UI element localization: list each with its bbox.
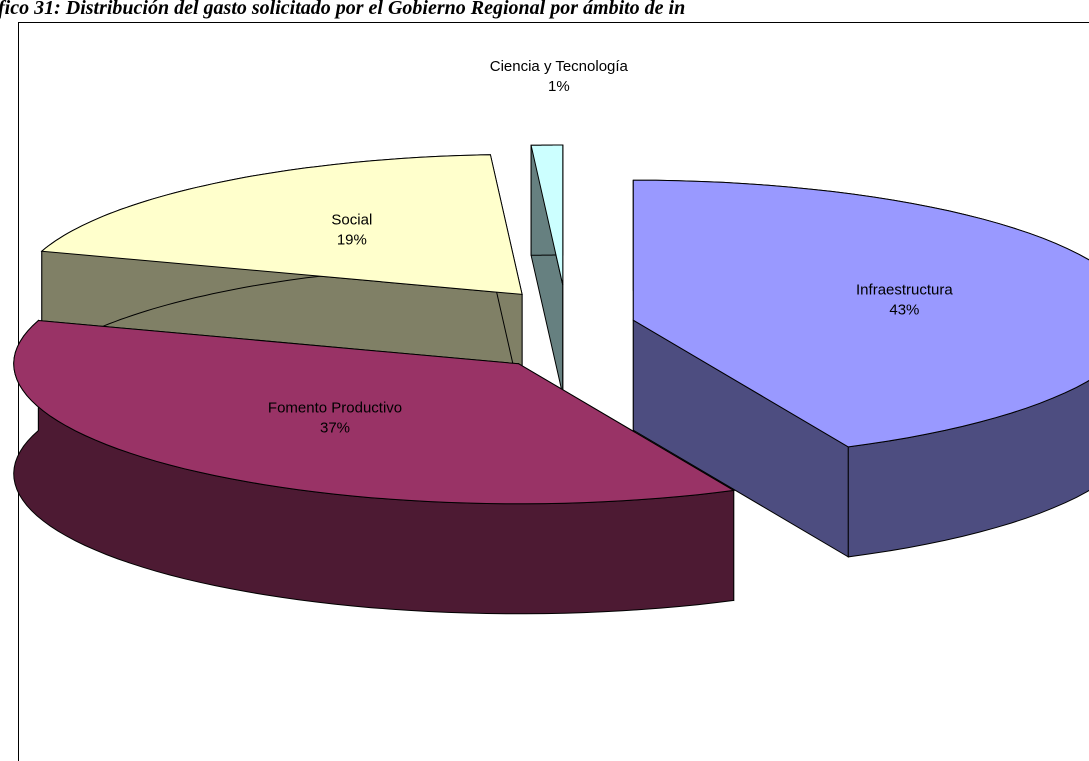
slice-label: Infraestructura	[856, 281, 953, 298]
slice-value-label: 37%	[320, 420, 350, 437]
slice-top	[13, 319, 736, 505]
slice	[13, 319, 736, 615]
slice-label: Social	[331, 212, 372, 229]
slice-label: Fomento Productivo	[268, 400, 402, 417]
slice-label: Ciencia y Tecnología	[490, 58, 629, 75]
slice-value-label: 19%	[337, 232, 367, 249]
slice-top	[530, 144, 564, 286]
slice-value-label: 43%	[889, 301, 919, 318]
slice-value-label: 1%	[548, 78, 570, 95]
slice	[632, 179, 1089, 558]
slice-top	[632, 179, 1089, 448]
chart-title: fico 31: Distribución del gasto solicita…	[0, 0, 685, 19]
slice-top	[40, 154, 523, 295]
slice	[530, 144, 564, 396]
